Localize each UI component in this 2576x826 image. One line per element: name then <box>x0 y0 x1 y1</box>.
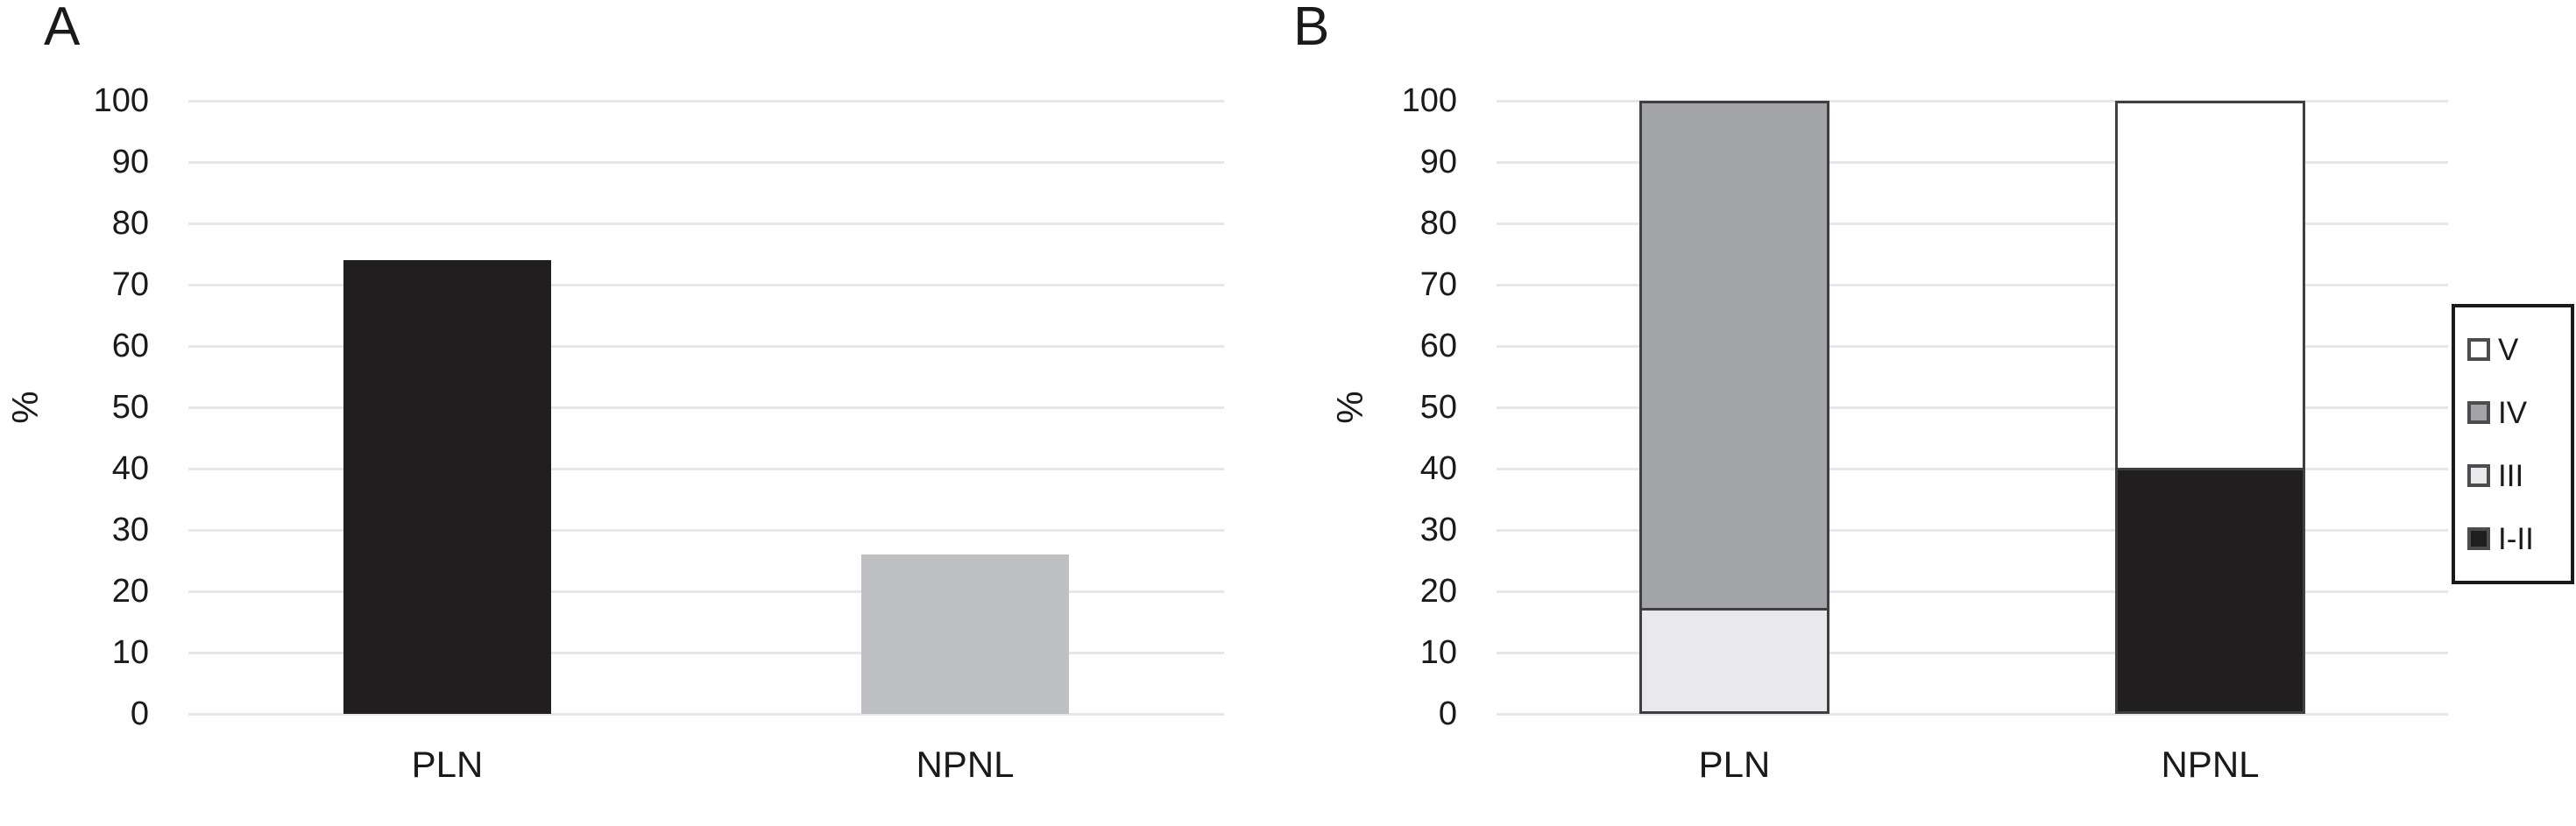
gridline-20 <box>1497 590 2448 593</box>
y-tick-label-0: 0 <box>1438 695 1457 732</box>
y-tick-label-20: 20 <box>111 573 149 610</box>
y-tick-label-70: 70 <box>1419 266 1457 303</box>
legend-entry-iii: III <box>2467 461 2567 491</box>
legend-entry-iv: IV <box>2467 398 2567 428</box>
legend-label-iii: III <box>2498 458 2524 493</box>
gridline-40 <box>1497 468 2448 470</box>
y-tick-label-100: 100 <box>1401 82 1457 119</box>
gridline-90 <box>1497 161 2448 164</box>
y-axis-ticks: 0 10 20 30 40 50 60 70 80 90 100 <box>1288 84 1457 731</box>
gridline-0 <box>1497 713 2448 716</box>
gridline-10 <box>1497 652 2448 654</box>
gridline-100 <box>188 100 1224 102</box>
gridline-20 <box>188 590 1224 593</box>
y-tick-label-40: 40 <box>1419 450 1457 487</box>
y-tick-label-90: 90 <box>111 144 149 180</box>
gridline-80 <box>188 222 1224 225</box>
legend-swatch-iv <box>2467 401 2490 424</box>
x-tick-label-pln: PLN <box>1698 744 1771 785</box>
x-axis-labels: PLN NPNL <box>1497 744 2448 797</box>
y-tick-label-40: 40 <box>111 450 149 487</box>
bar-npnl <box>2114 101 2306 714</box>
chart-panel-a: A % 0 10 20 30 40 50 60 70 80 90 100 PLN NPNL <box>0 0 1224 797</box>
y-tick-label-50: 50 <box>1419 389 1457 426</box>
legend: V IV III I-II <box>2452 304 2574 584</box>
y-tick-label-30: 30 <box>111 512 149 548</box>
gridline-40 <box>188 468 1224 470</box>
gridline-50 <box>1497 406 2448 409</box>
y-axis-ticks: 0 10 20 30 40 50 60 70 80 90 100 <box>0 84 149 731</box>
y-tick-label-60: 60 <box>1419 328 1457 364</box>
y-tick-label-0: 0 <box>130 695 149 732</box>
gridline-60 <box>188 345 1224 348</box>
gridline-70 <box>1497 284 2448 286</box>
gridline-0 <box>188 713 1224 716</box>
gridline-10 <box>188 652 1224 654</box>
legend-label-v: V <box>2498 332 2519 367</box>
legend-entry-v: V <box>2467 335 2567 365</box>
plot-area <box>188 100 1224 716</box>
panel-label: B <box>1293 0 1330 57</box>
legend-swatch-v <box>2467 338 2490 361</box>
y-tick-label-10: 10 <box>1419 634 1457 671</box>
x-axis-labels: PLN NPNL <box>188 744 1224 797</box>
gridline-30 <box>188 529 1224 532</box>
y-tick-label-80: 80 <box>111 205 149 242</box>
gridline-100 <box>1497 100 2448 102</box>
y-tick-label-80: 80 <box>1419 205 1457 242</box>
legend-swatch-iii <box>2467 464 2490 487</box>
plot-area <box>1497 100 2448 716</box>
y-tick-label-30: 30 <box>1419 512 1457 548</box>
bar-segment-iii-pln <box>1641 608 1828 711</box>
bar-segment-v-npnl <box>2117 103 2304 469</box>
gridline-50 <box>188 406 1224 409</box>
legend-label-iv: IV <box>2498 395 2528 430</box>
y-tick-label-70: 70 <box>111 266 149 303</box>
x-tick-label-npnl: NPNL <box>916 744 1015 785</box>
gridline-30 <box>1497 529 2448 532</box>
y-tick-label-60: 60 <box>111 328 149 364</box>
legend-swatch-i-ii <box>2467 527 2490 550</box>
gridline-70 <box>188 284 1224 286</box>
bar-pln <box>1638 101 1830 714</box>
x-tick-label-pln: PLN <box>411 744 484 785</box>
x-tick-label-npnl: NPNL <box>2161 744 2260 785</box>
gridline-80 <box>1497 222 2448 225</box>
bar-pln <box>343 260 551 714</box>
panel-label: A <box>44 0 81 57</box>
y-tick-label-20: 20 <box>1419 573 1457 610</box>
chart-panel-b: B % 0 10 20 30 40 50 60 70 80 90 100 PLN NPNL V IV II… <box>1288 0 2576 826</box>
gridline-90 <box>188 161 1224 164</box>
y-tick-label-100: 100 <box>93 82 149 119</box>
y-tick-label-10: 10 <box>111 634 149 671</box>
gridline-60 <box>1497 345 2448 348</box>
bar-segment-i-ii-npnl <box>2117 468 2304 711</box>
legend-entry-i-ii: I-II <box>2467 524 2567 554</box>
bar-segment-iv-pln <box>1641 103 1828 609</box>
bar-npnl <box>861 554 1069 714</box>
y-tick-label-50: 50 <box>111 389 149 426</box>
y-tick-label-90: 90 <box>1419 144 1457 180</box>
legend-label-i-ii: I-II <box>2498 521 2534 556</box>
